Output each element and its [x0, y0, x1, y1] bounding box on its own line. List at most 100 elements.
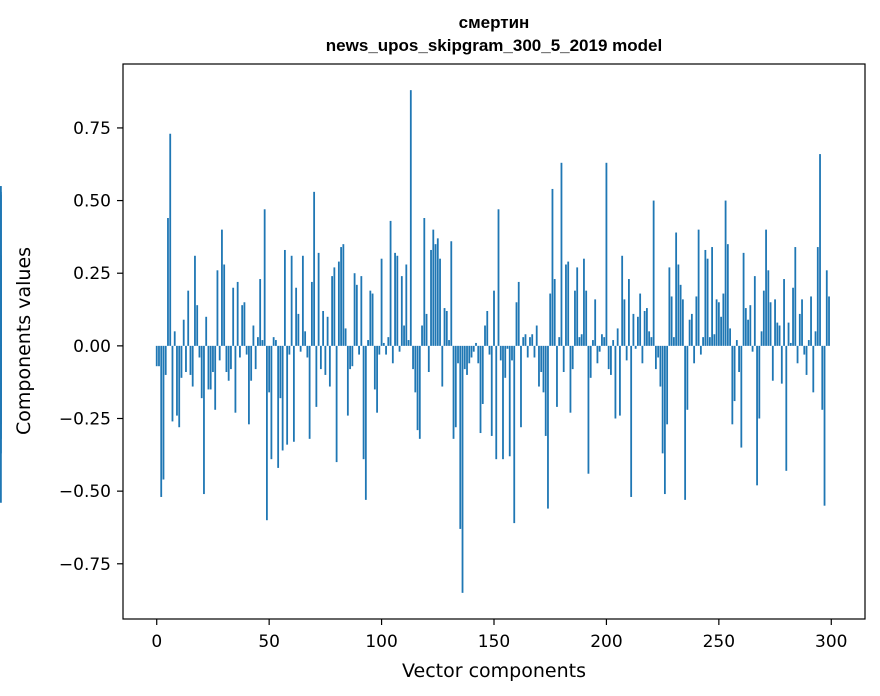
bar [650, 337, 653, 346]
bar [299, 345, 302, 352]
bar [663, 345, 666, 495]
bar [322, 310, 325, 346]
x-axis-ticks: 0 50 100 150 200 250 300 [151, 619, 847, 652]
bar [396, 255, 399, 346]
bar [0, 345, 2, 503]
bar [196, 305, 199, 346]
bar [823, 345, 826, 506]
bar [439, 258, 441, 346]
bar [542, 345, 545, 393]
bar [194, 255, 196, 346]
bar [749, 305, 752, 346]
bar [628, 279, 630, 346]
bar [576, 267, 579, 346]
bar [783, 279, 785, 346]
bar [729, 328, 731, 346]
bar [796, 345, 799, 364]
bar [394, 252, 396, 346]
bar [459, 345, 462, 529]
bar [753, 276, 756, 346]
bar [771, 345, 774, 381]
x-tick-label: 150 [478, 632, 510, 652]
bar [744, 308, 747, 346]
bar [551, 188, 554, 346]
bar [675, 232, 678, 346]
bar [731, 345, 734, 425]
bar [502, 345, 504, 460]
bar [351, 345, 354, 367]
bar [508, 345, 511, 457]
bar [686, 345, 689, 410]
bar [248, 345, 250, 425]
bar [693, 345, 696, 364]
bar [243, 302, 246, 346]
bar [767, 270, 770, 346]
bar [367, 340, 369, 346]
bar [245, 345, 248, 355]
bar [180, 345, 183, 378]
y-tick-label: 0.00 [73, 337, 111, 357]
bar [324, 345, 327, 375]
bars-group [0, 90, 830, 593]
bar [520, 345, 522, 428]
bar [605, 162, 608, 346]
bar [619, 345, 621, 416]
bar [236, 281, 239, 346]
bar [562, 345, 565, 373]
bar [565, 264, 567, 346]
y-tick-label: −0.25 [59, 410, 111, 430]
y-axis-label: Components values [13, 247, 35, 435]
bar [688, 319, 691, 346]
bar [216, 270, 219, 346]
bar [792, 287, 794, 346]
bar [517, 281, 520, 346]
bar [681, 299, 684, 346]
bar [387, 337, 390, 346]
bar [544, 345, 547, 436]
bar [162, 345, 165, 480]
bar [182, 319, 185, 346]
y-tick-label: −0.50 [59, 482, 111, 502]
bar [821, 345, 824, 410]
bar [400, 276, 403, 346]
bar [362, 345, 365, 460]
bar [614, 345, 617, 419]
bar [794, 247, 797, 346]
bar [677, 264, 680, 346]
bar [241, 305, 244, 346]
x-tick-label: 50 [258, 632, 280, 652]
bar [560, 162, 563, 346]
x-tick-label: 300 [815, 632, 847, 652]
bar [270, 345, 273, 460]
bar [715, 299, 718, 346]
bar [169, 133, 172, 346]
bar [801, 299, 803, 346]
bar [178, 345, 181, 428]
bar [171, 345, 174, 422]
bar [785, 345, 788, 471]
bar [589, 345, 592, 378]
bar [423, 218, 426, 346]
bar [286, 345, 289, 445]
bar [814, 331, 817, 346]
bar [538, 345, 540, 387]
bar [266, 345, 268, 521]
bar [185, 345, 187, 373]
bar [610, 345, 612, 375]
bar [706, 258, 709, 346]
bar [585, 290, 588, 346]
bar [315, 345, 318, 407]
bar [207, 345, 210, 390]
bar [652, 200, 655, 346]
bar [587, 345, 590, 474]
bar [805, 345, 808, 375]
bar [443, 308, 446, 346]
bar [421, 325, 423, 346]
bar [825, 270, 828, 346]
bar [828, 296, 830, 346]
bar [699, 345, 702, 355]
bar [524, 334, 527, 346]
bar [780, 345, 783, 384]
bar [475, 342, 477, 346]
bar [319, 345, 322, 370]
